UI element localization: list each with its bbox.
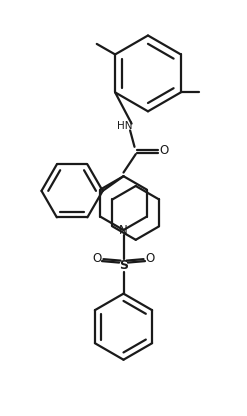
Text: O: O bbox=[146, 252, 155, 265]
Text: HN: HN bbox=[117, 121, 132, 131]
Text: O: O bbox=[92, 252, 101, 265]
Text: N: N bbox=[119, 223, 128, 237]
Text: S: S bbox=[119, 259, 128, 272]
Text: O: O bbox=[159, 144, 168, 157]
